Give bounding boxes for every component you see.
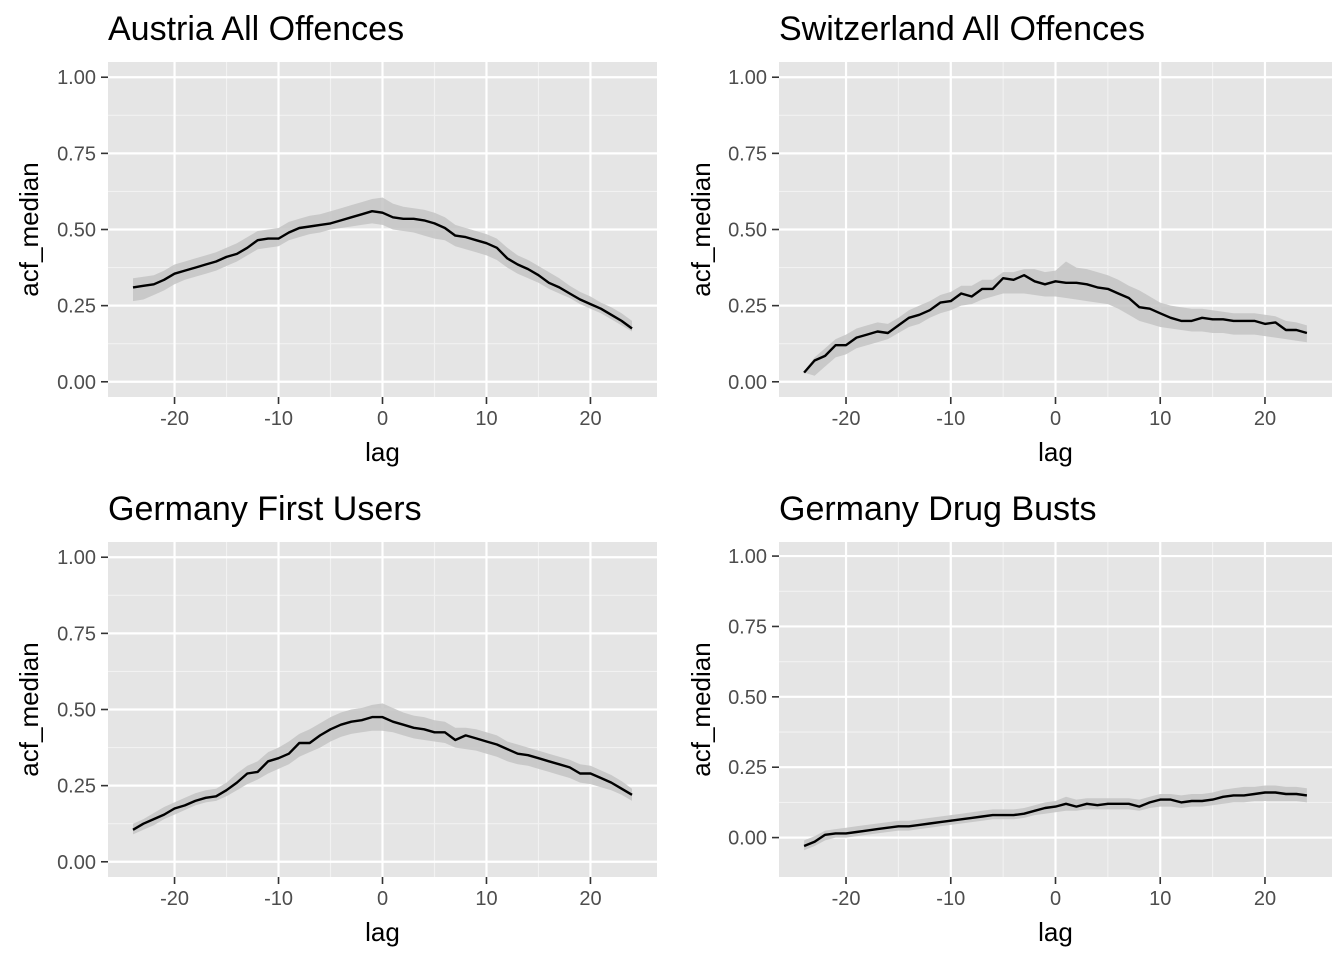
panel-2: 0.00 0.25 0.50 0.75 1.00 -20 -10 0 10 20 Switzerla… [686, 10, 1332, 467]
y-tick-label: 0.00 [728, 828, 767, 850]
x-tick-label: -20 [160, 408, 189, 430]
y-tick-label: 0.00 [57, 372, 96, 394]
y-axis-label: acf_median [14, 642, 44, 776]
y-tick-label: 0.50 [728, 220, 767, 242]
x-tick-label: 0 [1050, 408, 1061, 430]
y-tick-label: 1.00 [728, 546, 767, 568]
y-tick-label: 0.50 [57, 700, 96, 722]
x-tick-label: 0 [377, 888, 388, 910]
confidence-ribbon [133, 703, 632, 835]
y-axis-label: acf_median [14, 162, 44, 296]
x-tick-label: 0 [377, 408, 388, 430]
confidence-ribbon [133, 197, 632, 332]
y-tick-label: 0.00 [57, 852, 96, 874]
x-tick-label: 20 [579, 888, 601, 910]
x-tick-label: 20 [1254, 408, 1276, 430]
y-tick-label: 1.00 [57, 547, 96, 569]
x-tick-label: 10 [1149, 408, 1171, 430]
y-tick-label: 0.75 [728, 616, 767, 638]
x-tick-label: -10 [936, 888, 965, 910]
x-tick-label: 10 [1149, 888, 1171, 910]
panel-4: 0.00 0.25 0.50 0.75 1.00 -20 -10 0 10 20 Germany D… [686, 490, 1332, 947]
x-tick-label: -20 [160, 888, 189, 910]
y-tick-label: 0.25 [728, 757, 767, 779]
y-tick-label: 0.25 [57, 776, 96, 798]
y-tick-label: 0.75 [57, 143, 96, 165]
y-axis-label: acf_median [686, 162, 716, 296]
acf-median-line [132, 209, 633, 330]
y-tick-label: 0.50 [57, 220, 96, 242]
y-tick-label: 0.00 [728, 372, 767, 394]
x-axis-label: lag [365, 437, 400, 467]
x-tick-label: 0 [1050, 888, 1061, 910]
x-tick-label: 10 [475, 408, 497, 430]
y-tick-label: 0.25 [57, 296, 96, 318]
x-tick-label: 20 [579, 408, 601, 430]
panel-3: 0.00 0.25 0.50 0.75 1.00 -20 -10 0 10 20 Germany F… [14, 490, 657, 947]
x-axis-label: lag [1038, 917, 1073, 947]
x-tick-label: -10 [936, 408, 965, 430]
x-tick-label: -20 [832, 888, 861, 910]
x-axis-label: lag [365, 917, 400, 947]
y-tick-label: 1.00 [728, 67, 767, 89]
y-tick-label: 1.00 [57, 67, 96, 89]
y-tick-label: 0.50 [728, 687, 767, 709]
panel-title: Switzerland All Offences [779, 10, 1145, 48]
panel-title: Austria All Offences [108, 10, 404, 48]
x-tick-label: -10 [264, 888, 293, 910]
x-axis-label: lag [1038, 437, 1073, 467]
x-tick-label: 20 [1254, 888, 1276, 910]
y-tick-label: 0.75 [57, 623, 96, 645]
x-tick-label: 10 [475, 888, 497, 910]
x-tick-label: -10 [264, 408, 293, 430]
panel-title: Germany First Users [108, 490, 422, 528]
acf-median-line [803, 791, 1308, 848]
y-axis-label: acf_median [686, 642, 716, 776]
y-tick-label: 0.75 [728, 143, 767, 165]
acf-median-line [803, 274, 1308, 374]
x-tick-label: -20 [832, 408, 861, 430]
panel-1: 0.00 0.25 0.50 0.75 1.00 -20 -10 0 10 20 Austria A… [14, 10, 657, 467]
acf-median-line [132, 715, 633, 831]
y-tick-label: 0.25 [728, 296, 767, 318]
panel-title: Germany Drug Busts [779, 490, 1096, 528]
